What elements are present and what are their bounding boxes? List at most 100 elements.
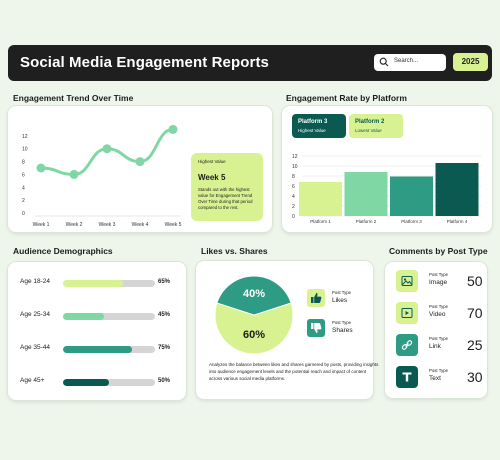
bar-platform-4 (435, 163, 479, 216)
demographic-row: Age 18-24 65% (8, 272, 176, 292)
y-tick-label: 0 (22, 211, 25, 217)
text-icon-box (396, 366, 418, 388)
highest-value-week: Week 5 (198, 173, 226, 182)
comment-row: Post Type Text 30 (385, 366, 487, 391)
demographic-bar-fill (63, 313, 105, 320)
engagement-trend-chart: 0 2 4 6 8 10 12 Week 1 Week 2 Week 3 Week 4 Week 5 (22, 124, 182, 228)
comment-type-label: Video (429, 311, 446, 318)
highest-value-label: Highest Value (198, 159, 226, 164)
demographic-label: Age 25-34 (20, 311, 50, 318)
comment-row: Post Type Link 25 (385, 334, 487, 359)
comment-type-label: Text (429, 375, 441, 382)
comment-row: Post Type Image 50 (385, 270, 487, 295)
y-tick-label: 10 (292, 164, 298, 170)
x-tick-label: Platform 2 (356, 219, 377, 224)
video-icon-box (396, 302, 418, 324)
platform-lowest-sub: Lowest Value (355, 128, 382, 133)
x-tick-label: Week 5 (165, 222, 182, 228)
demographic-percent: 45% (158, 312, 171, 318)
trend-point (102, 144, 112, 154)
comment-row: Post Type Video 70 (385, 302, 487, 327)
link-icon-box (396, 334, 418, 356)
shares-post-type-label: Post Type (332, 320, 352, 325)
trend-point (135, 157, 145, 167)
shares-percent-label: 40% (243, 288, 265, 300)
comments-title: Comments by Post Type (389, 246, 488, 256)
likes-post-type-label: Post Type (332, 290, 352, 295)
x-tick-label: Platform 3 (401, 219, 422, 224)
demographic-bar-track (63, 313, 155, 320)
comment-type-label: Image (429, 279, 448, 286)
comment-value: 50 (467, 273, 483, 289)
video-icon (401, 308, 413, 318)
x-tick-label: Week 1 (33, 222, 50, 228)
demographic-bar-fill (63, 346, 132, 353)
search-placeholder: Search... (394, 58, 419, 64)
comments-card: Post Type Image 50 Post Type Video 70 Post Typ… (385, 262, 487, 398)
y-tick-label: 12 (292, 154, 298, 160)
comment-post-type-label: Post Type (429, 336, 449, 341)
demographic-bar-fill (63, 379, 109, 386)
comment-post-type-label: Post Type (429, 304, 449, 309)
likes-shares-pie-chart: 60% 40% (214, 275, 294, 355)
y-tick-label: 6 (292, 184, 295, 190)
demographic-bar-fill (63, 280, 123, 287)
comment-value: 30 (467, 369, 483, 385)
search-icon (379, 57, 389, 67)
comment-type-label: Link (429, 343, 441, 350)
y-tick-label: 4 (292, 194, 295, 200)
demographic-bar-track (63, 280, 155, 287)
x-tick-label: Week 4 (132, 222, 149, 228)
thumbs-up-icon (311, 292, 322, 303)
demographic-row: Age 45+ 50% (8, 371, 176, 391)
likes-label: Likes (332, 297, 348, 304)
search-input[interactable]: Search... (374, 54, 446, 71)
likes-shares-description: Analyzes the balance between likes and s… (209, 362, 379, 381)
y-tick-label: 8 (292, 174, 295, 180)
thumbs-down-icon (311, 323, 322, 334)
y-tick-label: 0 (292, 214, 295, 220)
highest-value-box: Highest Value Week 5 Stands out with the… (191, 153, 263, 221)
y-tick-label: 8 (22, 160, 25, 166)
platform-rate-title: Engagement Rate by Platform (286, 93, 407, 103)
platform-highest-tag: Platform 3 Highest Value (292, 114, 346, 138)
x-tick-label: Platform 1 (310, 219, 331, 224)
engagement-trend-card: 0 2 4 6 8 10 12 Week 1 Week 2 Week 3 Week 4 Week 5 … (8, 106, 272, 232)
trend-point (69, 169, 79, 179)
y-tick-label: 12 (22, 134, 28, 140)
y-tick-label: 10 (22, 147, 28, 153)
likes-percent-label: 60% (243, 329, 265, 341)
year-button[interactable]: 2025 (453, 53, 488, 71)
app-header: Social Media Engagement Reports Search..… (8, 45, 492, 81)
text-icon (402, 372, 412, 382)
likes-icon-box (307, 289, 325, 307)
shares-icon-box (307, 319, 325, 337)
image-icon-box (396, 270, 418, 292)
bar-platform-1 (299, 182, 342, 216)
y-tick-label: 6 (22, 172, 25, 178)
platform-highest-sub: Highest Value (298, 128, 326, 133)
demographic-label: Age 18-24 (20, 278, 50, 285)
demographic-label: Age 45+ (20, 377, 45, 384)
demographics-title: Audience Demographics (13, 246, 113, 256)
comment-value: 25 (467, 337, 483, 353)
image-icon (401, 276, 413, 286)
y-tick-label: 2 (292, 204, 295, 210)
demographic-row: Age 25-34 45% (8, 305, 176, 325)
y-tick-label: 4 (22, 185, 25, 191)
y-tick-label: 2 (22, 198, 25, 204)
comment-value: 70 (467, 305, 483, 321)
demographic-row: Age 35-44 75% (8, 338, 176, 358)
comment-post-type-label: Post Type (429, 368, 449, 373)
comment-post-type-label: Post Type (429, 272, 449, 277)
likes-shares-card: 60% 40% Post Type Likes Post Type Shares … (196, 261, 378, 399)
platform-bar-chart: 0 2 4 6 8 10 12 Platform 1 Platform 2 Platform 3 P… (292, 154, 482, 224)
bar-platform-3 (390, 176, 433, 216)
demographics-card: Age 18-24 65% Age 25-34 45% Age 35-44 75% Age … (8, 262, 186, 400)
demographic-bar-track (63, 379, 155, 386)
demographic-percent: 75% (158, 345, 171, 351)
likes-shares-title: Likes vs. Shares (201, 246, 268, 256)
highest-value-description: Stands out with the highest value for En… (198, 187, 253, 210)
demographic-bar-track (63, 346, 155, 353)
x-tick-label: Week 3 (99, 222, 116, 228)
